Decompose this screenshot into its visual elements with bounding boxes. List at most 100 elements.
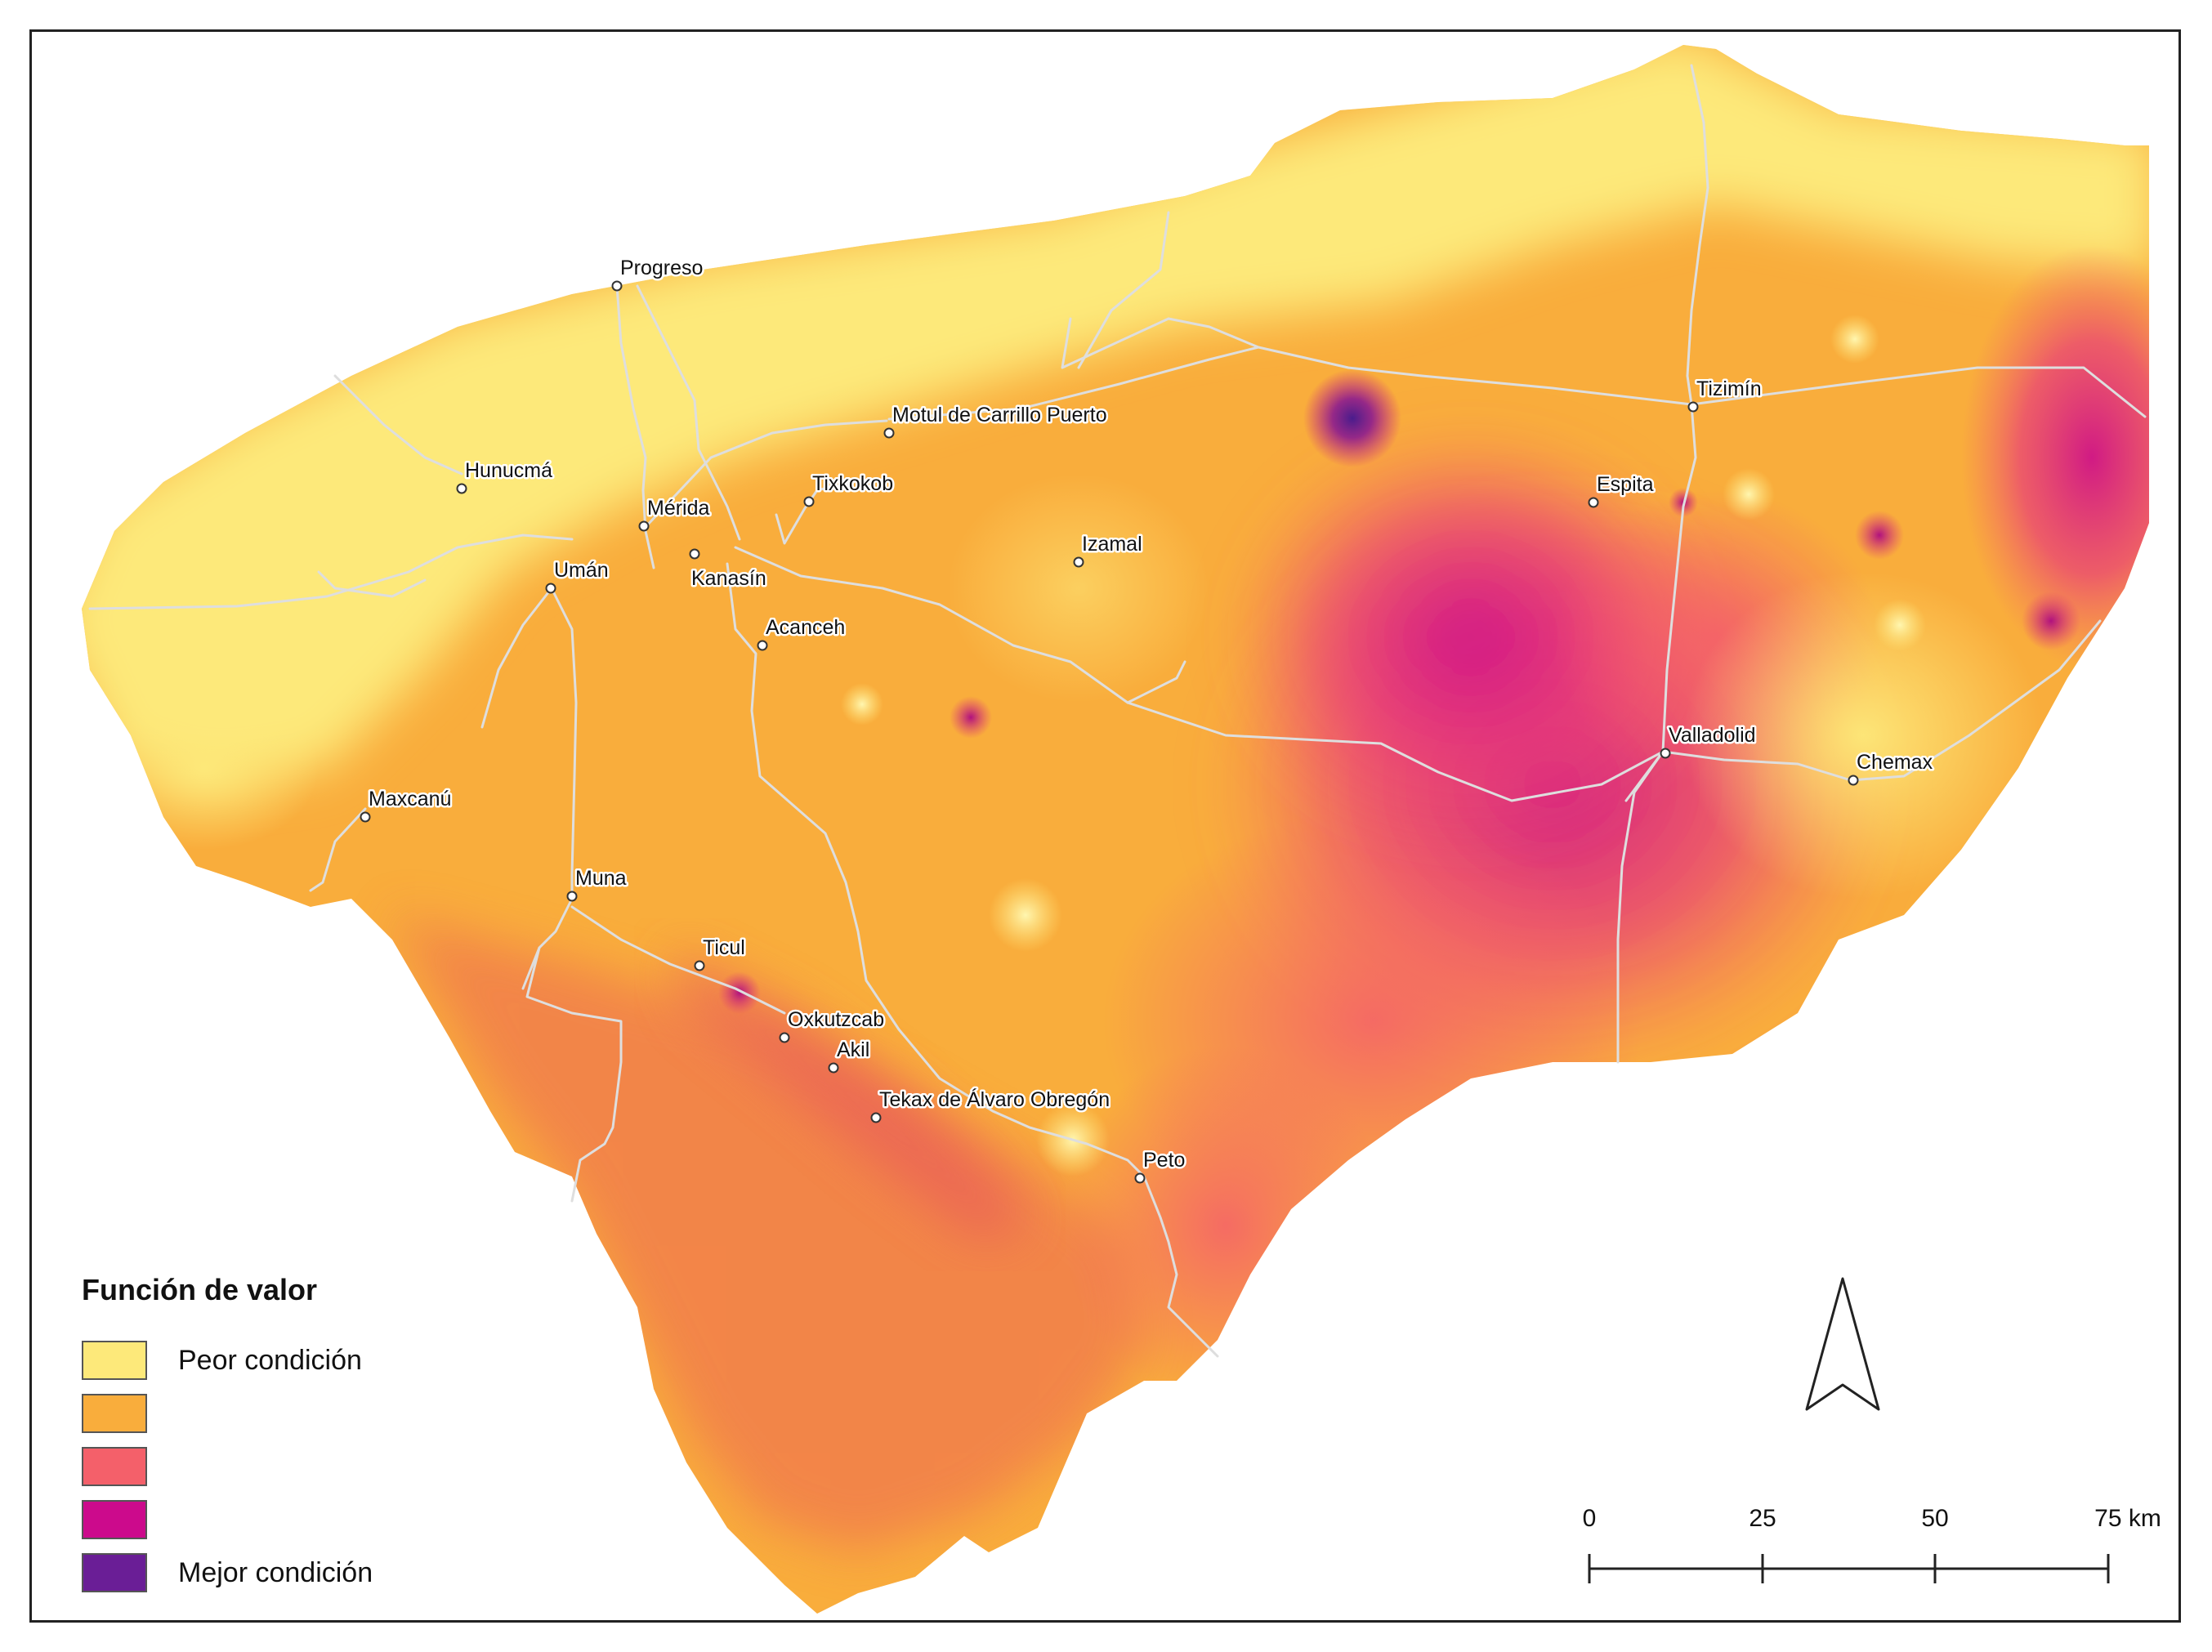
road: [317, 570, 427, 598]
city-marker-icon: [689, 548, 700, 560]
city-kanas-n: Kanasín: [689, 548, 768, 592]
city-marker-icon: [566, 891, 578, 902]
city-marker-icon: [638, 520, 650, 532]
city-ticul: Ticul: [694, 935, 747, 971]
city-label: Motul de Carrillo Puerto: [892, 404, 1107, 426]
legend-item-worst: Peor condición: [82, 1340, 362, 1381]
scale-tick-0: 0: [1583, 1505, 1597, 1532]
city-label: Valladolid: [1669, 724, 1756, 747]
road: [887, 346, 2147, 421]
road: [1077, 211, 1170, 369]
city-tekax-de-lvaro-obreg-n: Tekax de Álvaro Obregón: [870, 1086, 1112, 1123]
city-marker-icon: [1073, 556, 1084, 568]
road: [570, 905, 786, 1015]
city-marker-icon: [870, 1112, 882, 1123]
road: [1686, 64, 1709, 406]
city-tixkokob: Tixkokob: [803, 471, 896, 507]
city-motul-de-carrillo-puerto: Motul de Carrillo Puerto: [883, 402, 1109, 439]
road: [644, 419, 888, 529]
road: [775, 480, 856, 545]
city-label: Mérida: [647, 497, 710, 520]
city-hunucm-: Hunucmá: [456, 458, 555, 494]
city-marker-icon: [545, 583, 556, 594]
city-um-n: Umán: [545, 557, 610, 594]
road-network: [88, 64, 2147, 1358]
city-peto: Peto: [1134, 1147, 1187, 1184]
legend-swatch: [82, 1447, 147, 1486]
road: [1616, 403, 1697, 1064]
city-label: Peto: [1143, 1149, 1185, 1172]
legend-item-3: [82, 1446, 178, 1487]
city-marker-icon: [1660, 748, 1671, 759]
road: [1624, 750, 1665, 802]
city-chemax: Chemax: [1848, 749, 1935, 786]
scale-tick-75: 75 km: [2094, 1505, 2161, 1532]
legend-item-4: [82, 1499, 178, 1540]
scale-bar: 0 25 50 75 km: [1583, 1505, 2161, 1583]
city-label: Espita: [1597, 473, 1654, 496]
city-layer: Progreso Hunucmá Mérida Kanasín Umán Motul de…: [360, 255, 1935, 1184]
city-label: Kanasín: [691, 567, 766, 590]
city-label: Muna: [575, 867, 627, 890]
city-marker-icon: [611, 280, 623, 292]
road: [333, 374, 463, 476]
city-marker-icon: [1848, 775, 1859, 786]
city-label: Tixkokob: [812, 472, 893, 495]
city-tizim-n: Tizimín: [1687, 376, 1763, 413]
legend-item-2: [82, 1393, 178, 1434]
city-label: Maxcanú: [369, 788, 451, 810]
legend-swatch: [82, 1341, 147, 1380]
city-acanceh: Acanceh: [757, 614, 847, 651]
city-marker-icon: [694, 960, 705, 971]
city-label: Hunucmá: [465, 459, 552, 482]
legend-swatch: [82, 1553, 147, 1592]
road: [1061, 317, 1260, 369]
legend-title: Función de valor: [82, 1273, 318, 1306]
city-label: Tekax de Álvaro Obregón: [879, 1087, 1110, 1111]
city-marker-icon: [883, 427, 895, 439]
road: [550, 587, 578, 900]
city-espita: Espita: [1588, 471, 1656, 508]
city-izamal: Izamal: [1073, 531, 1144, 568]
city-label: Ticul: [703, 936, 745, 959]
city-marker-icon: [828, 1062, 839, 1074]
city-valladolid: Valladolid: [1660, 722, 1758, 759]
city-marker-icon: [779, 1032, 790, 1043]
city-label: Akil: [837, 1038, 869, 1061]
city-marker-icon: [456, 483, 467, 494]
city-maxcan-: Maxcanú: [360, 786, 454, 823]
road: [480, 587, 553, 729]
scale-tick-25: 25: [1749, 1505, 1776, 1532]
city-akil: Akil: [828, 1037, 872, 1074]
road: [636, 284, 741, 541]
legend-item-best: Mejor condición: [82, 1552, 373, 1593]
city-label: Umán: [554, 559, 609, 582]
road: [525, 946, 623, 1203]
city-label: Tizimín: [1696, 377, 1762, 400]
city-label: Izamal: [1082, 533, 1142, 556]
city-oxkutzcab: Oxkutzcab: [779, 1007, 887, 1043]
legend-label: Mejor condición: [178, 1556, 373, 1588]
city-marker-icon: [1134, 1172, 1146, 1184]
road: [1661, 619, 2102, 782]
city-marker-icon: [803, 496, 815, 507]
city-label: Acanceh: [766, 616, 845, 639]
city-muna: Muna: [566, 865, 628, 902]
city-label: Oxkutzcab: [788, 1008, 884, 1031]
city-label: Progreso: [620, 257, 703, 279]
map-frame: [29, 29, 2181, 1623]
city-label: Chemax: [1857, 751, 1933, 774]
legend-swatch: [82, 1394, 147, 1433]
city-marker-icon: [757, 640, 768, 651]
road: [88, 534, 574, 610]
city-m-rida: Mérida: [638, 495, 712, 532]
north-arrow-icon: [1805, 1277, 1880, 1411]
road: [309, 807, 367, 892]
road: [1126, 660, 1186, 704]
city-marker-icon: [1687, 401, 1699, 413]
legend-label: Peor condición: [178, 1344, 362, 1376]
city-marker-icon: [1588, 497, 1599, 508]
